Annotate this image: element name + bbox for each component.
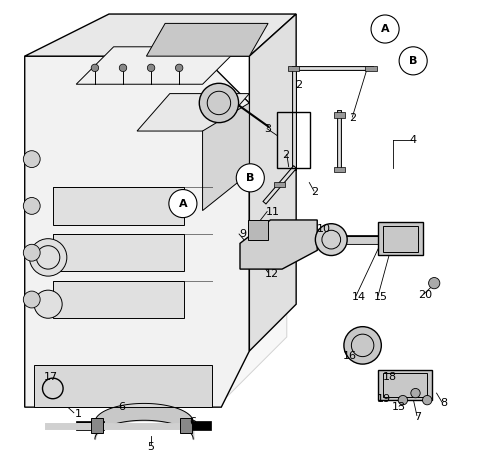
Circle shape xyxy=(411,388,420,398)
Text: 17: 17 xyxy=(43,372,58,382)
Text: 11: 11 xyxy=(266,206,280,217)
Bar xyxy=(383,226,418,252)
Text: 5: 5 xyxy=(147,442,155,452)
Circle shape xyxy=(29,239,67,276)
Polygon shape xyxy=(53,234,184,271)
Text: 15: 15 xyxy=(373,292,387,302)
Text: B: B xyxy=(246,173,254,183)
Text: 19: 19 xyxy=(377,394,391,404)
Circle shape xyxy=(24,151,40,168)
Bar xyxy=(334,167,345,172)
Polygon shape xyxy=(146,23,268,56)
Polygon shape xyxy=(25,14,296,56)
Circle shape xyxy=(34,290,62,318)
Bar xyxy=(249,220,268,240)
Polygon shape xyxy=(25,56,250,407)
Polygon shape xyxy=(137,94,250,131)
Circle shape xyxy=(199,83,239,123)
Polygon shape xyxy=(76,47,240,84)
Text: A: A xyxy=(381,24,389,34)
Text: 2: 2 xyxy=(295,80,302,90)
Text: 12: 12 xyxy=(265,269,279,279)
Circle shape xyxy=(315,224,347,256)
Polygon shape xyxy=(53,187,184,225)
Circle shape xyxy=(236,164,264,192)
Text: 16: 16 xyxy=(343,351,357,361)
Text: 3: 3 xyxy=(264,124,272,134)
Text: 13: 13 xyxy=(392,402,406,412)
Bar xyxy=(288,66,300,71)
Circle shape xyxy=(24,197,40,214)
Bar xyxy=(180,418,192,433)
Polygon shape xyxy=(53,281,184,318)
Text: 9: 9 xyxy=(239,229,246,239)
Bar xyxy=(91,418,103,433)
Bar xyxy=(378,370,432,400)
Text: 1: 1 xyxy=(75,409,82,419)
Circle shape xyxy=(147,64,155,72)
Circle shape xyxy=(398,395,408,405)
Bar xyxy=(365,66,377,71)
Polygon shape xyxy=(25,281,287,402)
Bar xyxy=(383,373,427,397)
Circle shape xyxy=(119,64,127,72)
Text: B: B xyxy=(409,56,417,66)
Text: 6: 6 xyxy=(190,417,197,427)
Circle shape xyxy=(91,64,99,72)
Text: 14: 14 xyxy=(352,292,366,302)
Circle shape xyxy=(429,278,440,289)
Polygon shape xyxy=(240,220,317,269)
Text: 8: 8 xyxy=(440,398,447,409)
Text: 7: 7 xyxy=(414,412,421,423)
Circle shape xyxy=(344,327,381,364)
Circle shape xyxy=(422,395,432,405)
Polygon shape xyxy=(250,14,296,351)
Circle shape xyxy=(399,47,427,75)
Text: 2: 2 xyxy=(312,187,318,197)
Circle shape xyxy=(169,190,197,218)
Text: 6: 6 xyxy=(119,402,126,412)
Text: 4: 4 xyxy=(409,135,417,146)
Bar xyxy=(334,112,345,118)
Bar xyxy=(378,222,422,255)
Circle shape xyxy=(371,15,399,43)
Text: 20: 20 xyxy=(418,290,432,300)
Text: A: A xyxy=(179,198,187,209)
Circle shape xyxy=(24,291,40,308)
Circle shape xyxy=(24,244,40,261)
Text: 2: 2 xyxy=(349,113,356,123)
Bar xyxy=(274,182,285,187)
Polygon shape xyxy=(34,365,212,407)
Text: 18: 18 xyxy=(383,372,397,382)
Polygon shape xyxy=(203,103,250,211)
Text: 10: 10 xyxy=(317,224,331,234)
Text: 2: 2 xyxy=(282,150,289,161)
Circle shape xyxy=(175,64,183,72)
